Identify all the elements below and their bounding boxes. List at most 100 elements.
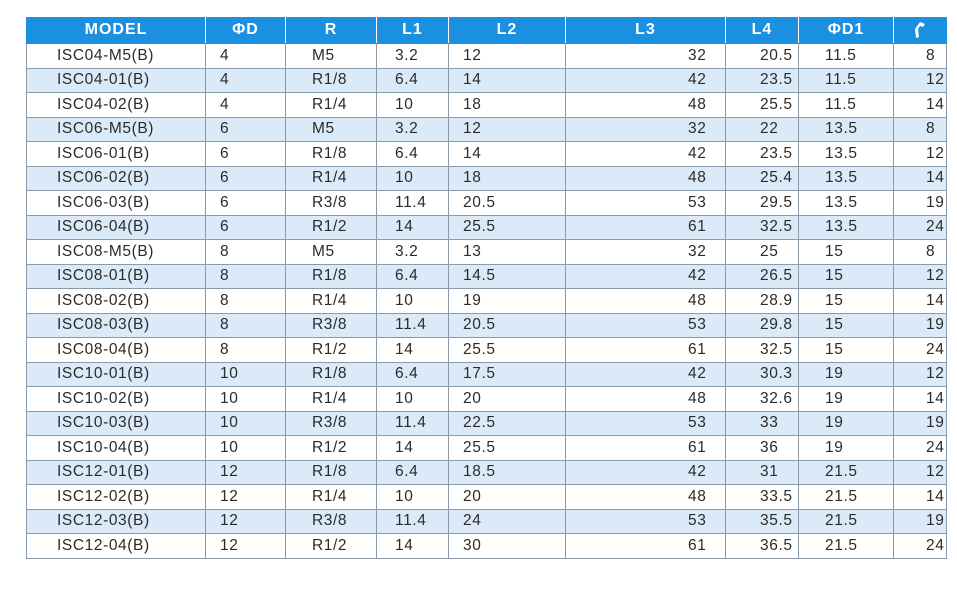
cell-l4: 23.5 [725, 141, 799, 167]
cell-w: 14 [893, 92, 947, 118]
cell-l2: 30 [448, 533, 566, 559]
cell-l4: 33 [725, 410, 799, 436]
cell-d1: 19 [798, 435, 894, 461]
table-row: ISC10-02(B) 10 R1/4 10 20 48 32.6 19 14 [26, 386, 947, 412]
cell-l4: 22 [725, 116, 799, 142]
cell-l1: 6.4 [376, 459, 449, 485]
cell-d1: 13.5 [798, 190, 894, 216]
cell-l1: 14 [376, 435, 449, 461]
cell-w: 12 [893, 459, 947, 485]
table-row: ISC10-01(B) 10 R1/8 6.4 17.5 42 30.3 19 12 [26, 361, 947, 387]
cell-l1: 10 [376, 92, 449, 118]
cell-model: ISC08-01(B) [26, 263, 206, 289]
cell-model: ISC12-01(B) [26, 459, 206, 485]
cell-r: M5 [285, 43, 377, 69]
cell-r: R1/4 [285, 288, 377, 314]
cell-d: 6 [205, 165, 286, 191]
cell-l1: 10 [376, 165, 449, 191]
cell-w: 14 [893, 386, 947, 412]
cell-r: R1/4 [285, 165, 377, 191]
header-l1: L1 [376, 17, 449, 44]
cell-l1: 6.4 [376, 141, 449, 167]
header-l2: L2 [448, 17, 566, 44]
cell-d: 8 [205, 337, 286, 363]
table-header: MODEL ΦD R L1 L2 L3 L4 ΦD1 [26, 17, 947, 44]
cell-l3: 53 [565, 312, 726, 338]
cell-l3: 42 [565, 459, 726, 485]
cell-l3: 48 [565, 165, 726, 191]
cell-d: 6 [205, 141, 286, 167]
cell-w: 19 [893, 410, 947, 436]
cell-d: 10 [205, 435, 286, 461]
table-row: ISC06-04(B) 6 R1/2 14 25.5 61 32.5 13.5 24 [26, 214, 947, 240]
cell-l3: 42 [565, 141, 726, 167]
spec-table: MODEL ΦD R L1 L2 L3 L4 ΦD1 ISC04-M5(B) 4 M… [26, 17, 947, 559]
cell-d1: 15 [798, 263, 894, 289]
cell-l1: 11.4 [376, 508, 449, 534]
cell-d1: 13.5 [798, 165, 894, 191]
cell-l4: 33.5 [725, 484, 799, 510]
cell-l2: 19 [448, 288, 566, 314]
table-row: ISC06-M5(B) 6 M5 3.2 12 32 22 13.5 8 [26, 116, 947, 142]
table-row: ISC04-01(B) 4 R1/8 6.4 14 42 23.5 11.5 12 [26, 67, 947, 93]
cell-l2: 17.5 [448, 361, 566, 387]
cell-model: ISC04-01(B) [26, 67, 206, 93]
header-row: MODEL ΦD R L1 L2 L3 L4 ΦD1 [26, 17, 947, 44]
cell-l4: 30.3 [725, 361, 799, 387]
cell-l3: 61 [565, 214, 726, 240]
cell-l4: 25 [725, 239, 799, 265]
cell-d: 12 [205, 508, 286, 534]
cell-l1: 10 [376, 484, 449, 510]
cell-w: 12 [893, 263, 947, 289]
cell-w: 12 [893, 141, 947, 167]
cell-l2: 25.5 [448, 435, 566, 461]
cell-l4: 36.5 [725, 533, 799, 559]
cell-w: 14 [893, 288, 947, 314]
cell-r: R1/8 [285, 361, 377, 387]
cell-d: 10 [205, 386, 286, 412]
cell-l3: 48 [565, 386, 726, 412]
cell-r: R3/8 [285, 312, 377, 338]
cell-l3: 48 [565, 92, 726, 118]
cell-model: ISC10-03(B) [26, 410, 206, 436]
header-model: MODEL [26, 17, 206, 44]
cell-l3: 42 [565, 263, 726, 289]
cell-r: R1/2 [285, 337, 377, 363]
cell-w: 8 [893, 239, 947, 265]
cell-l3: 61 [565, 533, 726, 559]
cell-w: 12 [893, 67, 947, 93]
cell-model: ISC06-04(B) [26, 214, 206, 240]
cell-l1: 14 [376, 337, 449, 363]
cell-l2: 18.5 [448, 459, 566, 485]
cell-l1: 11.4 [376, 410, 449, 436]
cell-l2: 12 [448, 116, 566, 142]
cell-l4: 29.8 [725, 312, 799, 338]
cell-l2: 14.5 [448, 263, 566, 289]
cell-d1: 11.5 [798, 43, 894, 69]
table-row: ISC12-02(B) 12 R1/4 10 20 48 33.5 21.5 14 [26, 484, 947, 510]
cell-l4: 26.5 [725, 263, 799, 289]
header-wrench [893, 17, 947, 44]
cell-l4: 25.4 [725, 165, 799, 191]
cell-l1: 14 [376, 214, 449, 240]
cell-d1: 15 [798, 288, 894, 314]
cell-l3: 53 [565, 410, 726, 436]
table-row: ISC12-04(B) 12 R1/2 14 30 61 36.5 21.5 24 [26, 533, 947, 559]
cell-r: R3/8 [285, 508, 377, 534]
cell-l2: 20 [448, 484, 566, 510]
cell-l1: 10 [376, 288, 449, 314]
cell-l1: 14 [376, 533, 449, 559]
cell-d1: 19 [798, 410, 894, 436]
cell-r: R1/8 [285, 459, 377, 485]
cell-w: 8 [893, 116, 947, 142]
cell-l3: 61 [565, 435, 726, 461]
cell-model: ISC08-04(B) [26, 337, 206, 363]
cell-w: 8 [893, 43, 947, 69]
cell-r: R1/4 [285, 386, 377, 412]
cell-model: ISC04-02(B) [26, 92, 206, 118]
table-row: ISC08-04(B) 8 R1/2 14 25.5 61 32.5 15 24 [26, 337, 947, 363]
table-row: ISC08-01(B) 8 R1/8 6.4 14.5 42 26.5 15 12 [26, 263, 947, 289]
header-l3: L3 [565, 17, 726, 44]
cell-d1: 13.5 [798, 116, 894, 142]
cell-model: ISC06-03(B) [26, 190, 206, 216]
